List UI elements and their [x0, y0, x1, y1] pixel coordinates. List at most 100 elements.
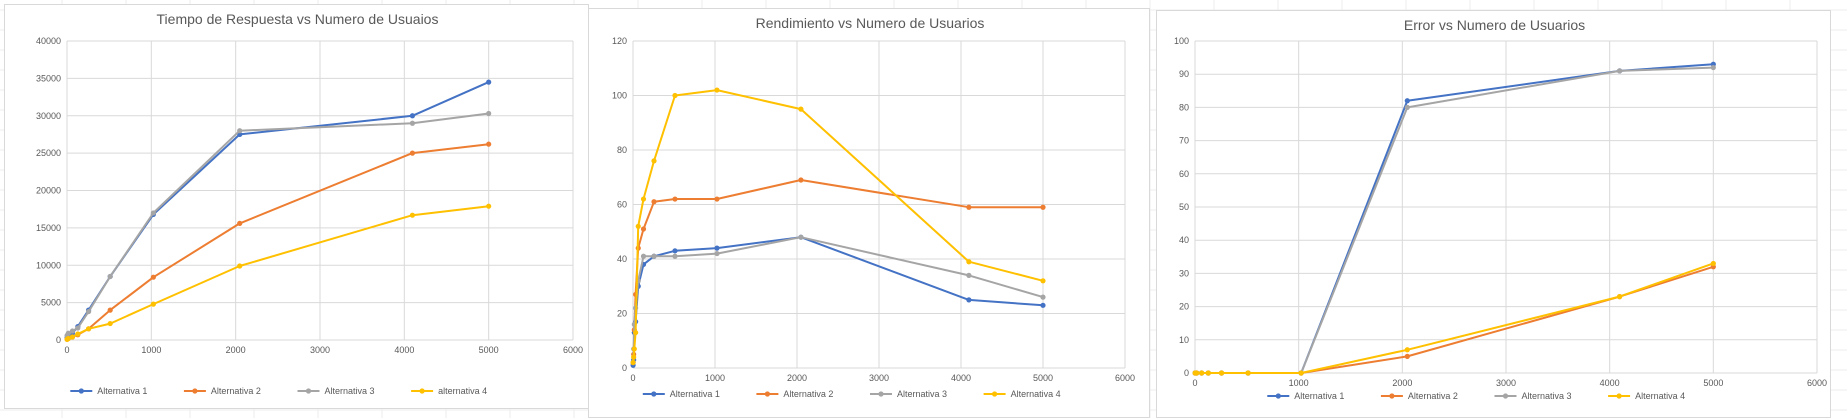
legend-swatch-marker	[1389, 393, 1395, 399]
x-tick-label: 6000	[1807, 378, 1827, 388]
legend-swatch-marker	[78, 388, 84, 394]
data-point-series-4	[237, 263, 243, 269]
data-point-series-2	[672, 196, 678, 202]
data-point-series-3	[150, 210, 156, 216]
data-point-series-2	[107, 307, 113, 313]
y-tick-label: 25000	[36, 148, 61, 158]
data-point-series-1	[1040, 302, 1046, 308]
response-time-chart[interactable]: Tiempo de Respuesta vs Numero de Usuaios…	[4, 4, 589, 409]
x-tick-label: 2000	[1392, 378, 1412, 388]
data-point-series-3	[1040, 294, 1046, 300]
series-line-2	[66, 143, 489, 341]
data-point-series-3	[65, 330, 71, 336]
data-point-series-3	[1617, 68, 1623, 74]
data-point-series-4	[1245, 370, 1251, 376]
series-line-3	[1195, 66, 1714, 374]
legend-label: Alternativa 2	[783, 389, 833, 399]
series-line-1	[632, 236, 1044, 366]
x-tick-label: 6000	[563, 345, 583, 355]
series-line-4	[66, 205, 489, 341]
data-point-series-3	[1710, 64, 1716, 71]
data-point-series-4	[107, 320, 113, 327]
y-tick-label: 60	[617, 200, 627, 210]
data-point-series-3	[1404, 104, 1410, 110]
data-point-series-4	[486, 203, 492, 209]
data-point-series-3	[798, 234, 804, 240]
data-point-series-4	[798, 106, 804, 112]
legend-swatch-marker	[764, 391, 770, 397]
legend-label: alternativa 4	[438, 386, 487, 396]
y-tick-label: 40	[617, 254, 627, 264]
data-point-series-3	[69, 328, 75, 334]
data-point-series-1	[1404, 98, 1410, 104]
data-point-series-3	[75, 325, 81, 331]
y-tick-label: 30	[1179, 268, 1189, 278]
legend-swatch-marker	[1502, 393, 1509, 399]
y-tick-label: 80	[1179, 102, 1189, 112]
series-line-1	[66, 81, 490, 339]
x-tick-label: 3000	[1496, 378, 1516, 388]
legend-swatch-marker	[419, 388, 425, 394]
chart-title: Error vs Numero de Usuarios	[1404, 17, 1585, 33]
series-line-2	[1195, 265, 1714, 374]
data-point-series-3	[85, 308, 92, 315]
x-tick-label: 1000	[1289, 378, 1309, 388]
data-point-series-4	[1710, 260, 1716, 267]
x-tick-label: 0	[1192, 378, 1197, 388]
error-chart[interactable]: Error vs Numero de Usuarios 0 10 20 30 40 50 60…	[1156, 10, 1831, 418]
data-point-series-4	[1040, 278, 1046, 284]
legend-swatch-marker	[992, 391, 998, 397]
series-line-4	[632, 89, 1044, 363]
x-tick-label: 2000	[226, 345, 246, 355]
data-point-series-2	[640, 226, 647, 232]
y-tick-label: 40	[1179, 235, 1189, 245]
data-point-series-2	[486, 141, 492, 147]
y-tick-label: 20000	[36, 186, 61, 196]
data-point-series-4	[672, 92, 678, 99]
y-tick-label: 90	[1179, 69, 1189, 79]
x-tick-label: 2000	[787, 373, 807, 383]
data-point-series-4	[75, 331, 81, 337]
y-tick-label: 80	[617, 145, 627, 155]
y-tick-label: 0	[56, 335, 61, 345]
series-line-2	[632, 179, 1043, 363]
data-point-series-4	[65, 335, 71, 342]
x-tick-label: 0	[64, 345, 69, 355]
data-point-series-2	[150, 274, 156, 280]
y-tick-label: 0	[1184, 368, 1189, 378]
data-point-series-4	[633, 329, 639, 336]
data-point-series-1	[486, 79, 492, 85]
data-point-series-2	[651, 199, 657, 205]
y-tick-label: 120	[612, 36, 627, 46]
x-tick-label: 5000	[1033, 373, 1053, 383]
legend-label: Alternativa 1	[670, 389, 720, 399]
throughput-chart[interactable]: Rendimiento vs Numero de Usuarios 0 20 40 60…	[588, 8, 1150, 418]
y-tick-label: 0	[622, 363, 627, 373]
legend-swatch-marker	[878, 391, 884, 397]
x-tick-label: 4000	[394, 345, 414, 355]
legend-label: Alternativa 2	[1408, 391, 1458, 401]
legend-label: Alternativa 3	[1522, 391, 1572, 401]
data-point-series-4	[635, 223, 641, 229]
x-tick-label: 1000	[141, 345, 161, 355]
data-point-series-3	[237, 128, 243, 134]
legend-label: Alternativa 2	[211, 386, 261, 396]
data-point-series-4	[966, 259, 972, 265]
data-point-series-1	[409, 113, 416, 119]
data-point-series-4	[1205, 370, 1211, 376]
chart-title: Rendimiento vs Numero de Usuarios	[756, 15, 985, 31]
data-point-series-4	[1404, 347, 1410, 353]
data-point-series-4	[630, 359, 636, 366]
y-tick-label: 15000	[36, 223, 61, 233]
y-tick-label: 50	[1179, 202, 1189, 212]
data-point-series-2	[714, 196, 720, 202]
data-point-series-4	[631, 346, 637, 352]
data-point-series-1	[714, 245, 720, 251]
x-tick-label: 1000	[705, 373, 725, 383]
legend-swatch-marker	[305, 388, 312, 394]
data-point-series-4	[1218, 370, 1225, 376]
chart-title: Tiempo de Respuesta vs Numero de Usuaios	[157, 11, 439, 27]
y-tick-label: 20	[1179, 302, 1189, 312]
x-tick-label: 3000	[869, 373, 889, 383]
throughput-chart-svg: Rendimiento vs Numero de Usuarios 0 20 40 60…	[612, 15, 1135, 399]
